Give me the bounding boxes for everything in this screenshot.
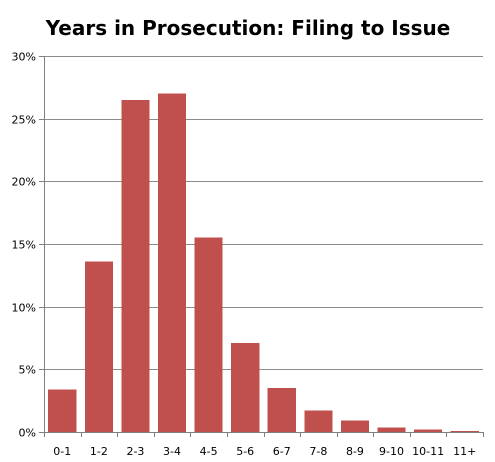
y-tick-label: 5% — [19, 364, 36, 377]
y-tick-label: 30% — [12, 51, 36, 64]
bar-8-9 — [340, 420, 370, 432]
x-tick-label: 7-8 — [309, 445, 327, 458]
x-tick-label: 3-4 — [163, 445, 181, 458]
x-tick-label: 11+ — [453, 445, 476, 458]
x-tick-label: 6-7 — [273, 445, 291, 458]
y-tick-label: 0% — [19, 427, 36, 440]
bar-4-5 — [194, 237, 223, 432]
bar-3-4 — [157, 93, 187, 432]
x-tick-label: 0-1 — [53, 445, 71, 458]
x-tick-label: 4-5 — [200, 445, 218, 458]
bar-10-11 — [414, 429, 443, 432]
bar-11+ — [450, 430, 479, 432]
bar-9-10 — [377, 427, 406, 432]
y-tick-label: 20% — [12, 176, 36, 189]
bar-2-3 — [121, 99, 150, 433]
x-tick-label: 2-3 — [126, 445, 144, 458]
x-tick-label: 5-6 — [236, 445, 254, 458]
bar-6-7 — [267, 388, 296, 432]
x-tick-label: 8-9 — [346, 445, 364, 458]
bar-7-8 — [304, 410, 333, 432]
bar-1-2 — [84, 261, 113, 432]
y-tick-label: 25% — [12, 114, 36, 127]
x-tick-label: 1-2 — [90, 445, 108, 458]
bar-5-6 — [231, 343, 260, 432]
chart-title: Years in Prosecution: Filing to Issue — [45, 16, 451, 40]
x-tick-label: 10-11 — [412, 445, 444, 458]
y-axis-ticks: 0% 5% 10% 15% 20% 25% 30% — [12, 51, 44, 440]
x-tick-label: 9-10 — [379, 445, 404, 458]
x-axis-ticks: 0-1 1-2 2-3 3-4 4-5 5-6 6-7 7-8 8-9 9-10 10-11 11+ — [44, 432, 484, 458]
bar-0-1 — [48, 389, 77, 432]
gridlines — [44, 56, 483, 370]
y-tick-label: 15% — [12, 239, 36, 252]
bars — [48, 93, 479, 433]
y-tick-label: 10% — [12, 302, 36, 315]
